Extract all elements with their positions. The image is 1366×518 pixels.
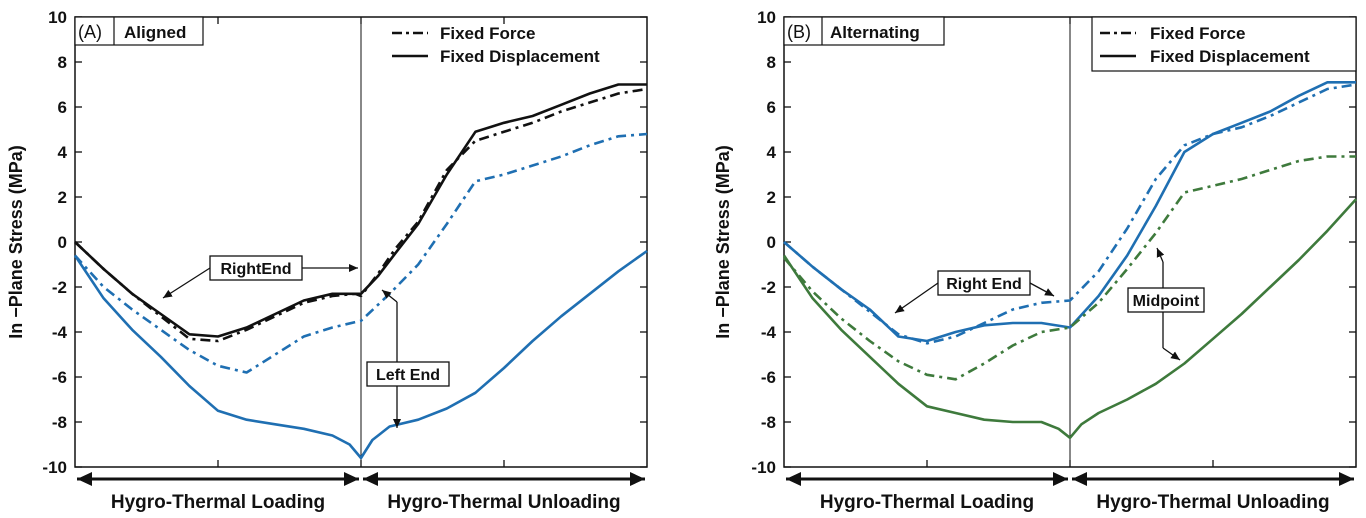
annotation-arrow-b-2	[1029, 282, 1055, 297]
y-tick-label: 10	[757, 8, 776, 27]
y-tick-label: -10	[751, 458, 776, 477]
loading-label-b: Hygro-Thermal Loading	[820, 492, 1034, 513]
panel-title-b: Alternating	[830, 23, 920, 42]
series-line-a-3	[73, 249, 648, 460]
annotation-box-b-1	[937, 270, 1031, 296]
legend-entry-b-1: Fixed Displacement	[1150, 47, 1310, 66]
y-tick-label: 2	[58, 188, 67, 207]
y-axis-ticks-b: -10 -8 -6 -4 -2 0 2 4 6 8 10	[751, 8, 1356, 477]
series-line-a-2	[74, 132, 648, 374]
panel-label-box-b	[783, 16, 945, 46]
legend-b: Fixed Force Fixed Displacement	[1091, 16, 1357, 72]
y-tick-label: -2	[761, 278, 776, 297]
y-tick-label: -6	[761, 368, 776, 387]
unloading-label-b: Hygro-Thermal Unloading	[1096, 492, 1329, 513]
unloading-label-a: Hygro-Thermal Unloading	[387, 492, 620, 513]
series-line-a-0	[74, 83, 647, 338]
y-tick-label: 10	[48, 8, 67, 27]
panel-label-b: (B)	[787, 22, 811, 42]
annotation-arrow-a-1	[162, 267, 211, 299]
panel-label-a: (A)	[78, 22, 102, 42]
y-tick-label: 6	[58, 98, 67, 117]
legend-entry-a-0: Fixed Force	[440, 24, 535, 43]
annotation-box-b-2	[1127, 287, 1205, 313]
annotation-text-b-1: Right End	[946, 276, 1022, 293]
legend-a: Fixed Force Fixed Displacement	[392, 24, 600, 66]
annotation-text-a-1: RightEnd	[220, 261, 291, 278]
y-tick-label: 8	[767, 53, 776, 72]
annotation-left-end-a: Left End	[366, 289, 450, 428]
annotation-text-b-2: Midpoint	[1133, 293, 1200, 310]
panel-a: -10 -8 -6 -4 -2 0 2 4 6 8 10 In −Plane Stress (MPa…	[6, 8, 648, 513]
y-axis-label-a: In −Plane Stress (MPa)	[6, 145, 26, 339]
y-tick-label: 8	[58, 53, 67, 72]
annotation-text-a-2: Left End	[376, 367, 440, 384]
y-axis-label-b: In −Plane Stress (MPa)	[713, 145, 733, 339]
y-tick-label: -10	[42, 458, 67, 477]
legend-box-b	[1091, 16, 1357, 72]
y-tick-label: 2	[767, 188, 776, 207]
y-tick-label: -6	[52, 368, 67, 387]
loading-label-a: Hygro-Thermal Loading	[111, 492, 325, 513]
annotation-box-a-1	[209, 255, 303, 281]
y-tick-label: -2	[52, 278, 67, 297]
y-tick-label: -8	[761, 413, 776, 432]
y-tick-label: 4	[58, 143, 68, 162]
annotation-arrow-b-4	[1156, 247, 1165, 263]
series-line-b-3	[782, 198, 1357, 440]
y-axis-ticks-a: -10 -8 -6 -4 -2 0 2 4 6 8 10	[42, 8, 647, 477]
y-tick-label: 4	[767, 143, 777, 162]
y-tick-label: 0	[58, 233, 67, 252]
y-tick-label: 0	[767, 233, 776, 252]
series-group-b	[782, 81, 1357, 440]
series-group-a	[73, 83, 648, 460]
series-line-a-1	[74, 87, 648, 343]
x-axis-ticks-a	[217, 17, 505, 467]
legend-entry-a-1: Fixed Displacement	[440, 47, 600, 66]
y-tick-label: 6	[767, 98, 776, 117]
panel-title-a: Aligned	[124, 23, 186, 42]
annotation-box-a-2	[366, 361, 450, 387]
annotation-right-end-b: Right End	[894, 270, 1055, 314]
panel-label-box-a	[74, 16, 204, 46]
annotation-midpoint-b: Midpoint	[1127, 247, 1205, 361]
panel-b: -10 -8 -6 -4 -2 0 2 4 6 8 10 In −Plane Stress (MPa…	[713, 8, 1357, 513]
legend-entry-b-0: Fixed Force	[1150, 24, 1245, 43]
annotation-right-end-a: RightEnd	[162, 255, 358, 299]
series-line-b-2	[783, 155, 1356, 381]
y-tick-label: -8	[52, 413, 67, 432]
series-line-b-1	[783, 83, 1357, 345]
annotation-arrow-b-1	[894, 282, 939, 314]
annotation-arrow-b-6	[1162, 347, 1181, 361]
y-tick-label: -4	[761, 323, 777, 342]
annotation-arrow-a-4	[381, 289, 398, 303]
y-tick-label: -4	[52, 323, 68, 342]
